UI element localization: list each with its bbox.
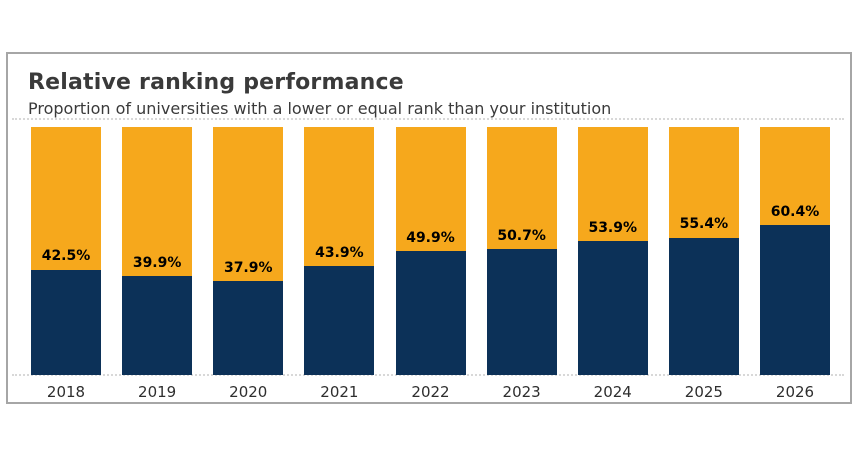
chart-title: Relative ranking performance (28, 70, 404, 95)
bar-segment-share (395, 251, 466, 375)
bar-group-2022: 49.9% 2022 (395, 127, 466, 423)
bar-group-2021: 43.9% 2021 (304, 127, 375, 423)
bar-segment-remainder (213, 127, 284, 281)
stacked-bar-2019: 39.9% (122, 127, 193, 375)
bar-group-2026: 60.4% 2026 (760, 127, 830, 423)
bar-segment-share (122, 276, 193, 375)
stacked-bar-2024: 53.9% (577, 127, 648, 375)
bar-segment-remainder (486, 127, 557, 250)
bar-value-label: 50.7% (497, 227, 546, 244)
bar-segment-share (304, 266, 375, 375)
stacked-bar-2025: 55.4% (668, 127, 739, 375)
bar-segment-share (760, 225, 830, 375)
stacked-bar-2023: 50.7% (486, 127, 557, 375)
bar-value-label: 60.4% (770, 203, 820, 220)
stacked-bar-2021: 43.9% (304, 127, 375, 375)
gridline-100-percent (12, 118, 844, 120)
bar-group-2019: 39.9% 2019 (122, 127, 193, 423)
bar-value-label: 55.4% (679, 216, 729, 233)
bar-value-label: 39.9% (132, 254, 182, 271)
bar-segment-share (668, 237, 739, 375)
bar-value-label: 37.9% (223, 259, 273, 276)
x-axis-tick-label: 2022 (411, 383, 450, 401)
bar-segment-remainder (395, 127, 466, 252)
bar-value-label: 43.9% (315, 244, 364, 261)
bar-segment-share (31, 269, 101, 375)
bar-segment-share (577, 241, 648, 375)
bar-segment-remainder (668, 127, 739, 238)
bar-group-2020: 37.9% 2020 (213, 127, 284, 423)
stacked-bar-2018: 42.5% (31, 127, 101, 375)
x-axis-tick-label: 2024 (593, 383, 632, 401)
bar-value-label: 49.9% (406, 229, 455, 246)
bar-segment-remainder (577, 127, 648, 242)
bar-segment-remainder (304, 127, 375, 267)
bar-segment-share (213, 281, 284, 375)
x-axis-tick-label: 2021 (320, 383, 359, 401)
x-axis-tick-label: 2026 (775, 383, 815, 401)
stacked-bar-2026: 60.4% (760, 127, 830, 375)
x-axis-tick-label: 2020 (229, 383, 268, 401)
bar-segment-remainder (31, 127, 101, 270)
x-axis-tick-label: 2023 (502, 383, 541, 401)
bar-value-label: 53.9% (588, 219, 638, 236)
x-axis-tick-label: 2019 (138, 383, 177, 401)
bar-group-2025: 55.4% 2025 (668, 127, 739, 423)
relative-ranking-performance-card: Relative ranking performance Proportion … (6, 52, 852, 404)
bar-group-2023: 50.7% 2023 (486, 127, 557, 423)
x-axis-tick-label: 2018 (46, 383, 86, 401)
bar-group-2018: 42.5% 2018 (31, 127, 101, 423)
stacked-bar-chart: 42.5% 2018 39.9% 2019 37.9% 2020 43.9% 2021 49.9… (31, 127, 830, 423)
stacked-bar-2020: 37.9% (213, 127, 284, 375)
bar-segment-remainder (760, 127, 830, 226)
card-header: Relative ranking performance Proportion … (28, 70, 611, 119)
chart-subtitle: Proportion of universities with a lower … (28, 99, 612, 119)
bar-group-2024: 53.9% 2024 (577, 127, 648, 423)
stacked-bar-2022: 49.9% (395, 127, 466, 375)
bar-segment-remainder (122, 127, 193, 277)
gridline-baseline (12, 374, 844, 376)
bar-value-label: 42.5% (41, 248, 91, 265)
bar-segment-share (486, 249, 557, 375)
x-axis-tick-label: 2025 (684, 383, 723, 401)
